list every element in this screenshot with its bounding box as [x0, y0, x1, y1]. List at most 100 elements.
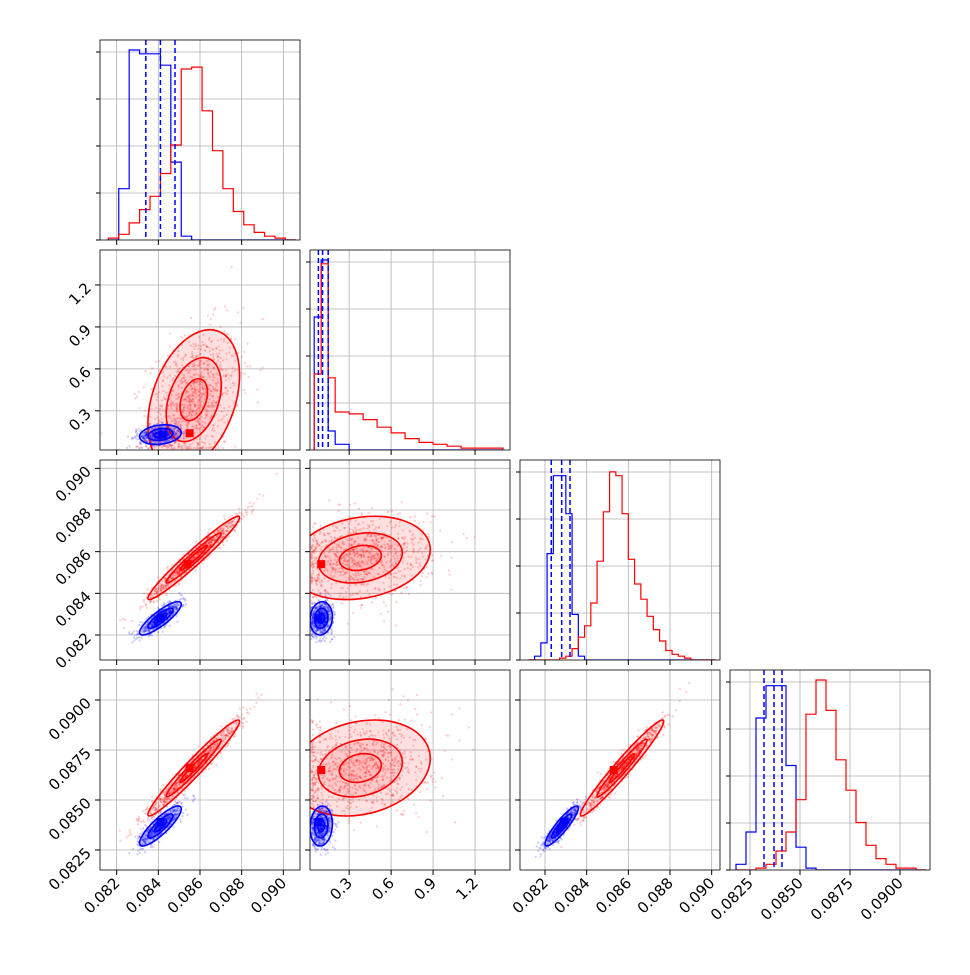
scatter-point	[395, 624, 397, 626]
scatter-point	[157, 576, 159, 578]
scatter-point	[318, 599, 320, 601]
scatter-point	[143, 601, 145, 603]
scatter-point	[401, 501, 403, 503]
scatter-point	[243, 389, 245, 391]
scatter-point	[414, 515, 416, 517]
scatter-point	[399, 512, 401, 514]
scatter-point	[431, 515, 433, 517]
y-tick-label: 0.082	[52, 629, 95, 672]
scatter-point	[150, 388, 152, 390]
histogram-panel-0	[96, 40, 300, 245]
scatter-point	[432, 559, 434, 561]
density-contour	[131, 317, 257, 482]
scatter-point	[212, 314, 214, 316]
scatter-point	[331, 638, 333, 640]
scatter-point	[177, 621, 179, 623]
scatter-point	[368, 512, 370, 514]
scatter-point	[127, 435, 129, 437]
scatter-point	[466, 537, 468, 539]
scatter-point	[139, 443, 141, 445]
scatter-point	[386, 511, 388, 513]
scatter-point	[228, 536, 230, 538]
scatter-point	[276, 473, 278, 475]
scatter-point	[171, 564, 173, 566]
scatter-point	[145, 445, 147, 447]
histogram-panel-1	[306, 250, 510, 455]
scatter-point	[133, 630, 135, 632]
scatter-point	[222, 447, 224, 449]
scatter-point	[219, 326, 221, 328]
scatter-point	[247, 343, 249, 345]
scatter-point	[157, 607, 159, 609]
scatter-point	[375, 597, 377, 599]
scatter-point	[139, 608, 141, 610]
x-tick-label: 0.0900	[857, 874, 907, 924]
scatter-point	[236, 405, 238, 407]
scatter-point	[371, 602, 373, 604]
x-tick-label: 0.0875	[807, 874, 857, 924]
scatter-point	[262, 318, 264, 320]
scatter-panel-0-1: 0.30.60.91.2	[65, 250, 300, 482]
scatter-point	[244, 362, 246, 364]
scatter-point	[403, 587, 405, 589]
scatter-point	[450, 588, 452, 590]
scatter-point	[313, 522, 315, 524]
scatter-point	[429, 521, 431, 523]
scatter-point	[122, 618, 124, 620]
scatter-point	[139, 606, 141, 608]
scatter-point	[247, 376, 249, 378]
scatter-point	[238, 511, 240, 513]
scatter-point	[133, 637, 135, 639]
scatter-point	[316, 636, 318, 638]
scatter-point	[315, 641, 317, 643]
scatter-point	[439, 530, 441, 532]
scatter-point	[320, 641, 322, 643]
scatter-point	[136, 630, 138, 632]
scatter-point	[141, 605, 143, 607]
scatter-point	[238, 507, 240, 509]
histogram-plot-area	[736, 670, 926, 870]
scatter-point	[201, 562, 203, 564]
scatter-point	[230, 514, 232, 516]
scatter-point	[380, 613, 382, 615]
density-peak-blue	[159, 431, 167, 439]
scatter-point	[133, 634, 135, 636]
scatter-point	[185, 603, 187, 605]
scatter-point	[178, 592, 180, 594]
y-tick-label: 0.086	[52, 546, 95, 589]
scatter-point	[161, 605, 163, 607]
scatter-point	[245, 511, 247, 513]
scatter-point	[167, 601, 169, 603]
scatter-point	[176, 615, 178, 617]
scatter-point	[167, 354, 169, 356]
scatter-point	[243, 515, 245, 517]
scatter-point	[134, 397, 136, 399]
scatter-point	[473, 536, 475, 538]
x-tick-label: 0.0825	[707, 874, 757, 924]
scatter-point	[222, 544, 224, 546]
scatter-point	[147, 447, 149, 449]
scatter-point	[169, 600, 171, 602]
scatter-point	[156, 600, 158, 602]
scatter-point	[349, 516, 351, 518]
scatter-point	[237, 311, 239, 313]
scatter-point	[137, 434, 139, 436]
scatter-point	[414, 520, 416, 522]
scatter-point	[208, 529, 210, 531]
scatter-point	[149, 372, 151, 374]
scatter-point	[258, 493, 260, 495]
scatter-point	[371, 507, 373, 509]
scatter-point	[322, 638, 324, 640]
scatter-point	[136, 396, 138, 398]
scatter-point	[123, 627, 125, 629]
scatter-point	[223, 330, 225, 332]
scatter-point	[420, 584, 422, 586]
scatter-point	[145, 370, 147, 372]
scatter-point	[449, 574, 451, 576]
scatter-point	[234, 338, 236, 340]
scatter-point	[243, 351, 245, 353]
density-peak-blue	[156, 614, 164, 622]
scatter-point	[168, 625, 170, 627]
scatter-point	[169, 345, 171, 347]
scatter-point	[391, 593, 393, 595]
